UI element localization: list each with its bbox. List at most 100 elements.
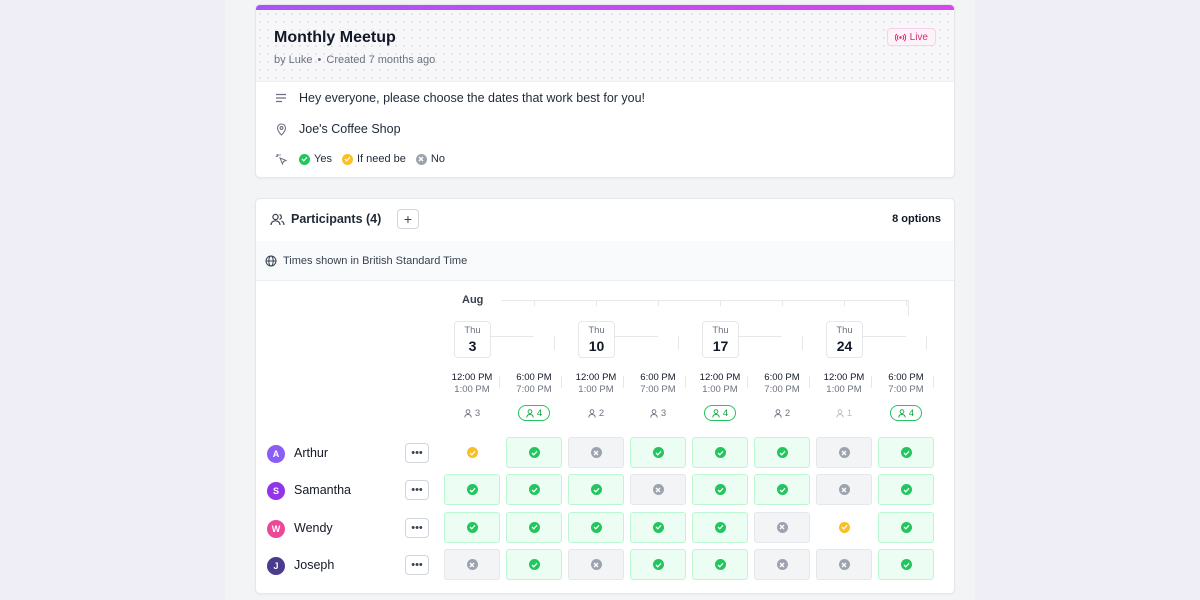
date-connector bbox=[678, 336, 679, 350]
vote-cell-no[interactable] bbox=[816, 549, 872, 581]
more-options-button[interactable]: ••• bbox=[405, 517, 429, 538]
vote-cell-no[interactable] bbox=[754, 511, 810, 543]
vote-cell-yes[interactable] bbox=[692, 474, 748, 506]
legend-yes-label: Yes bbox=[314, 153, 332, 165]
availability-grid: Aug Thu 3 Thu 10 Thu 17 Thu 24 12:00 PM 1:00 PM 3 6… bbox=[256, 280, 954, 593]
vote-cell-yes[interactable] bbox=[444, 511, 500, 543]
broadcast-icon bbox=[894, 33, 906, 41]
time-slot: 6:00 PM 7:00 PM bbox=[752, 372, 812, 396]
check-icon bbox=[776, 484, 788, 496]
vote-cell-yes[interactable] bbox=[878, 549, 934, 581]
vote-cell-yes[interactable] bbox=[630, 511, 686, 543]
participant-count-value: 3 bbox=[474, 407, 481, 419]
x-icon bbox=[776, 521, 788, 533]
vote-cell-yes[interactable] bbox=[630, 437, 686, 468]
time-start: 12:00 PM bbox=[823, 372, 865, 383]
check-icon bbox=[900, 447, 912, 458]
vote-cell-yes[interactable] bbox=[568, 474, 624, 506]
check-icon bbox=[652, 447, 664, 458]
more-options-button[interactable]: ••• bbox=[405, 443, 429, 463]
meta-separator: • bbox=[317, 54, 322, 66]
user-icon bbox=[526, 408, 534, 418]
check-icon bbox=[900, 559, 912, 571]
date-box: Thu 17 bbox=[702, 321, 739, 358]
time-slot: 6:00 PM 7:00 PM bbox=[504, 372, 564, 396]
avatar: S bbox=[267, 482, 285, 501]
participant-count-value: 1 bbox=[846, 407, 853, 419]
time-start: 6:00 PM bbox=[640, 372, 676, 383]
time-start: 12:00 PM bbox=[699, 372, 741, 383]
date-weekday: Thu bbox=[836, 325, 853, 336]
time-end: 7:00 PM bbox=[888, 384, 924, 395]
column-divider bbox=[534, 300, 535, 306]
vote-cell-yes[interactable] bbox=[506, 511, 562, 543]
vote-cell-yes[interactable] bbox=[506, 549, 562, 581]
time-end: 1:00 PM bbox=[826, 384, 862, 395]
date-box: Thu 24 bbox=[826, 321, 863, 358]
vote-cell-ifneedbe[interactable] bbox=[444, 437, 500, 468]
time-tick bbox=[623, 376, 624, 388]
time-slot: 12:00 PM 1:00 PM bbox=[690, 372, 750, 396]
check-icon bbox=[528, 521, 540, 533]
x-icon bbox=[838, 559, 850, 571]
vote-cell-no[interactable] bbox=[630, 474, 686, 506]
vote-cell-no[interactable] bbox=[568, 437, 624, 468]
participant-count: 4 bbox=[704, 405, 736, 421]
participants-title-label: Participants (4) bbox=[291, 212, 382, 226]
participant-count: 2 bbox=[581, 405, 611, 421]
user-icon bbox=[774, 408, 782, 418]
vote-cell-no[interactable] bbox=[568, 549, 624, 581]
month-divider bbox=[502, 300, 908, 301]
vote-cell-yes[interactable] bbox=[754, 474, 810, 506]
add-participant-button[interactable]: + bbox=[397, 209, 419, 229]
x-icon bbox=[415, 153, 427, 165]
date-connector bbox=[802, 336, 803, 350]
vote-cell-yes[interactable] bbox=[692, 437, 748, 468]
event-location: Joe's Coffee Shop bbox=[299, 122, 401, 136]
date-day: 3 bbox=[468, 338, 477, 354]
x-icon bbox=[652, 484, 664, 496]
vote-cell-yes[interactable] bbox=[692, 511, 748, 543]
time-tick bbox=[809, 376, 810, 388]
vote-cell-no[interactable] bbox=[816, 437, 872, 468]
vote-cell-yes[interactable] bbox=[878, 474, 934, 506]
vote-cell-yes[interactable] bbox=[630, 549, 686, 581]
x-icon bbox=[590, 559, 602, 571]
time-tick bbox=[685, 376, 686, 388]
vote-cell-yes[interactable] bbox=[754, 437, 810, 468]
vote-cell-ifneedbe[interactable] bbox=[816, 512, 872, 543]
vote-cell-yes[interactable] bbox=[692, 549, 748, 581]
vote-cell-yes[interactable] bbox=[506, 437, 562, 468]
time-tick bbox=[499, 376, 500, 388]
vote-cell-no[interactable] bbox=[816, 474, 872, 506]
participant-count-value: 3 bbox=[660, 407, 667, 419]
more-options-button[interactable]: ••• bbox=[405, 555, 429, 576]
vote-cell-no[interactable] bbox=[754, 549, 810, 581]
check-icon bbox=[341, 153, 353, 165]
vote-cell-yes[interactable] bbox=[568, 511, 624, 543]
legend-yes: Yes bbox=[299, 153, 332, 165]
time-start: 6:00 PM bbox=[516, 372, 552, 383]
vote-cell-yes[interactable] bbox=[506, 474, 562, 506]
vote-cell-no[interactable] bbox=[444, 549, 500, 581]
x-icon bbox=[776, 559, 788, 571]
timezone-bar: Times shown in British Standard Time bbox=[256, 241, 954, 281]
vote-cell-yes[interactable] bbox=[444, 474, 500, 506]
check-icon bbox=[299, 153, 310, 165]
check-icon bbox=[590, 484, 602, 496]
check-icon bbox=[466, 484, 478, 496]
check-icon bbox=[714, 484, 726, 496]
check-icon bbox=[838, 521, 850, 533]
globe-icon bbox=[265, 255, 277, 266]
vote-cell-yes[interactable] bbox=[878, 511, 934, 543]
date-day: 17 bbox=[712, 338, 729, 354]
participant-count-value: 2 bbox=[598, 407, 605, 419]
legend-ifneedbe: If need be bbox=[341, 153, 406, 165]
participant-count-value: 4 bbox=[536, 407, 543, 419]
column-divider bbox=[908, 300, 909, 316]
vote-cell-yes[interactable] bbox=[878, 437, 934, 468]
more-options-button[interactable]: ••• bbox=[405, 480, 429, 501]
location-row: Joe's Coffee Shop bbox=[274, 122, 401, 136]
check-icon bbox=[900, 521, 912, 533]
participant-count: 2 bbox=[767, 405, 797, 421]
